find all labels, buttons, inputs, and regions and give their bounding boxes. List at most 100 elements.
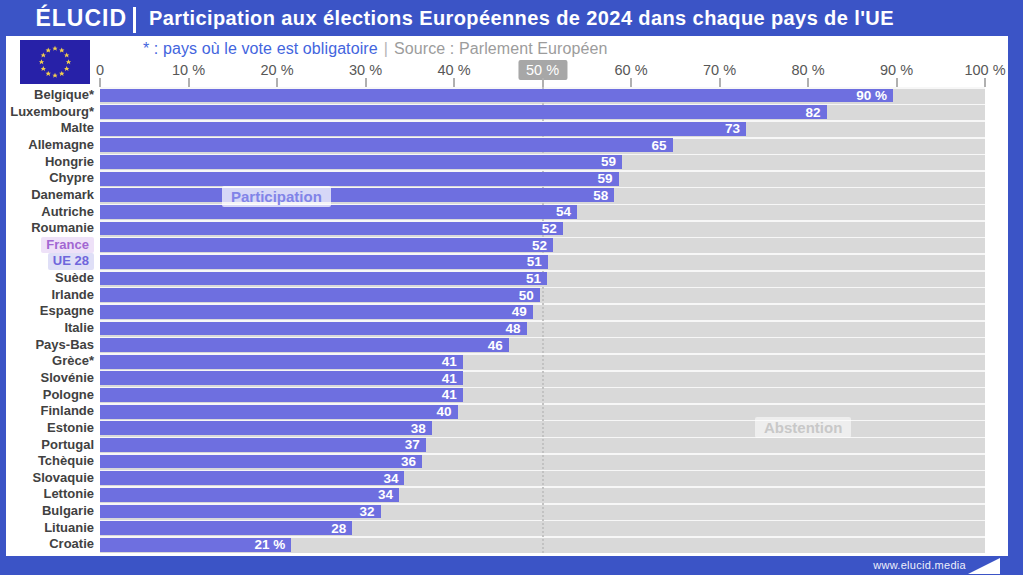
chart-legend: * : pays où le vote est obligatoire|Sour… bbox=[143, 40, 608, 58]
page-title: Participation aux élections Européennes … bbox=[136, 7, 894, 30]
bar-value-label: 46 bbox=[488, 338, 509, 353]
axis-tick-label: 70 % bbox=[703, 61, 736, 79]
bar-value-label: 59 bbox=[598, 171, 619, 186]
axis-tick-label: 80 % bbox=[791, 61, 824, 79]
country-label: France bbox=[0, 237, 94, 254]
axis-tick-label: 30 % bbox=[349, 61, 382, 79]
country-label: Irlande bbox=[0, 287, 94, 304]
bar-finlande: 40 bbox=[100, 405, 458, 419]
bar-value-label: 41 bbox=[442, 354, 463, 369]
bar-france: 52 bbox=[100, 238, 553, 252]
axis-tick-mark bbox=[453, 78, 455, 87]
pennant-icon bbox=[966, 555, 1004, 576]
country-label: Chypre bbox=[0, 170, 94, 187]
bar-value-label: 52 bbox=[542, 221, 563, 236]
country-label: Slovénie bbox=[0, 370, 94, 387]
axis-tick-mark bbox=[807, 78, 809, 87]
country-label: Malte bbox=[0, 120, 94, 137]
footer-url[interactable]: www.elucid.media bbox=[873, 556, 966, 575]
country-label: Bulgarie bbox=[0, 503, 94, 520]
bar-value-label: 51 bbox=[526, 271, 547, 286]
country-label: Lettonie bbox=[0, 486, 94, 503]
bar-pologne: 41 bbox=[100, 388, 463, 402]
bar-lettonie: 34 bbox=[100, 488, 399, 502]
bar-gr-ce-: 41 bbox=[100, 355, 463, 369]
country-label: Allemagne bbox=[0, 137, 94, 154]
bar-bulgarie: 32 bbox=[100, 505, 381, 519]
country-label: Danemark bbox=[0, 187, 94, 204]
country-label: Belgique* bbox=[0, 87, 94, 104]
bar-value-label: 52 bbox=[532, 238, 553, 253]
axis-tick-mark bbox=[276, 78, 278, 87]
axis-tick-mark bbox=[984, 78, 986, 87]
bar-value-label: 48 bbox=[506, 321, 527, 336]
country-label: UE 28 bbox=[0, 253, 94, 270]
country-label: Luxembourg* bbox=[0, 104, 94, 121]
bar-malte: 73 bbox=[100, 122, 746, 136]
bar-tch-quie: 36 bbox=[100, 455, 422, 469]
bar-value-label: 34 bbox=[383, 471, 404, 486]
country-label: Croatie bbox=[0, 536, 94, 553]
bar-hongrie: 59 bbox=[100, 155, 622, 169]
axis-tick-mark bbox=[719, 78, 721, 87]
bar-danemark: 58 bbox=[100, 188, 614, 202]
bar-luxembourg-: 82 bbox=[100, 105, 827, 119]
bar-value-label: 51 bbox=[527, 254, 548, 269]
country-label: Hongrie bbox=[0, 154, 94, 171]
source-note: Source : Parlement Européen bbox=[394, 40, 608, 57]
bar-value-label: 34 bbox=[378, 487, 399, 502]
highlight-chip: France bbox=[41, 237, 94, 254]
country-label: Lituanie bbox=[0, 520, 94, 537]
bar-value-label: 90 % bbox=[856, 88, 893, 103]
bar-value-label: 54 bbox=[556, 204, 577, 219]
bar-belgique-: 90 % bbox=[100, 89, 893, 103]
bar-value-label: 50 bbox=[519, 288, 540, 303]
bar-slov-nie: 41 bbox=[100, 371, 463, 385]
country-label: Autriche bbox=[0, 204, 94, 221]
axis-tick-label: 50 % bbox=[518, 60, 567, 80]
bar-value-label: 41 bbox=[442, 371, 463, 386]
country-label: Grèce* bbox=[0, 353, 94, 370]
axis-tick-label: 90 % bbox=[880, 61, 913, 79]
elucid-logo: ÉLUCID bbox=[0, 5, 127, 32]
bar-irlande: 50 bbox=[100, 288, 540, 302]
bar-value-label: 32 bbox=[360, 504, 381, 519]
bar-slovaquie: 34 bbox=[100, 471, 404, 485]
bar-value-label: 28 bbox=[331, 521, 352, 536]
axis-tick-mark bbox=[99, 78, 101, 87]
mandatory-note: * : pays où le vote est obligatoire bbox=[143, 40, 378, 57]
country-label: Slovaquie bbox=[0, 470, 94, 487]
header-bar: ÉLUCID Participation aux élections Europ… bbox=[0, 0, 1023, 36]
axis-tick-label: 40 % bbox=[437, 61, 470, 79]
bar-pays-bas: 46 bbox=[100, 338, 509, 352]
country-label: Pologne bbox=[0, 387, 94, 404]
axis-tick-mark bbox=[896, 78, 898, 87]
axis-tick-mark bbox=[630, 78, 632, 87]
bar-italie: 48 bbox=[100, 322, 527, 336]
bar-roumanie: 52 bbox=[100, 222, 563, 236]
axis-tick-label: 100 % bbox=[964, 61, 1005, 79]
eu-flag-icon bbox=[20, 40, 90, 84]
bar-value-label: 36 bbox=[401, 454, 422, 469]
bar-value-label: 82 bbox=[806, 105, 827, 120]
bar-estonie: 38 bbox=[100, 421, 432, 435]
legend-separator: | bbox=[378, 40, 394, 57]
bar-chypre: 59 bbox=[100, 172, 619, 186]
axis-tick-label: 0 bbox=[96, 61, 104, 79]
country-label: Finlande bbox=[0, 403, 94, 420]
country-label: Tchèquie bbox=[0, 453, 94, 470]
axis-tick-mark bbox=[365, 78, 367, 87]
country-label: Estonie bbox=[0, 420, 94, 437]
axis-tick-label: 20 % bbox=[260, 61, 293, 79]
axis-tick-mark bbox=[188, 78, 190, 87]
country-label: Roumanie bbox=[0, 220, 94, 237]
axis-tick-label: 10 % bbox=[172, 61, 205, 79]
bar-croatie: 21 % bbox=[100, 538, 291, 552]
bar-portugal: 37 bbox=[100, 438, 426, 452]
bar-lituanie: 28 bbox=[100, 521, 352, 535]
participation-label: Participation bbox=[222, 186, 331, 207]
bar-value-label: 58 bbox=[593, 188, 614, 203]
country-label: Pays-Bas bbox=[0, 337, 94, 354]
bar-value-label: 73 bbox=[725, 121, 746, 136]
footer-band bbox=[0, 556, 1023, 575]
